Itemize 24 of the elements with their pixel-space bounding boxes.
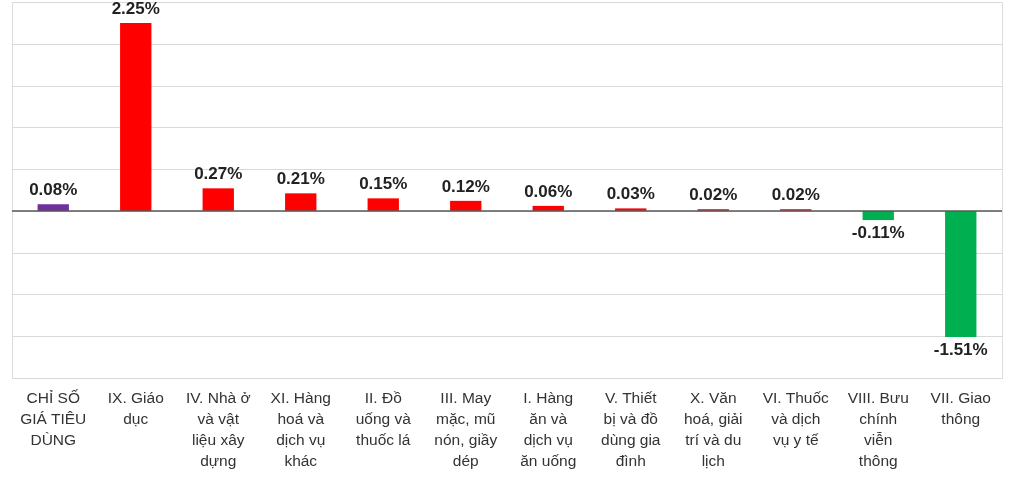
data-label: 0.02%	[689, 185, 738, 205]
data-label: 2.25%	[111, 0, 160, 18]
data-label: -1.51%	[933, 340, 988, 360]
data-label: 0.08%	[29, 180, 78, 200]
data-label: 0.12%	[441, 176, 490, 196]
x-tick-label: I. Hàng ăn và dịch vụ ăn uống	[520, 388, 577, 469]
x-tick-label: CHỈ SỐ GIÁ TIÊU DÙNG	[20, 388, 87, 448]
data-label: 0.06%	[524, 181, 573, 201]
x-tick-label: VIII. Bưu chính viễn thông	[847, 388, 909, 469]
x-tick-label: IX. Giáo dục	[107, 388, 164, 427]
x-tick-label: VII. Giao thông	[930, 388, 991, 427]
data-label: 0.27%	[194, 164, 243, 184]
x-tick-label: XI. Hàng hoá và dịch vụ khác	[270, 388, 331, 469]
data-label: 0.15%	[359, 174, 408, 194]
x-tick-label: V. Thiết bị và đồ dùng gia đình	[601, 388, 661, 469]
data-label: -0.11%	[851, 223, 905, 243]
x-tick-label: IV. Nhà ở và vật liệu xây dựng	[185, 388, 251, 469]
x-tick-label: VI. Thuốc và dịch vụ y tế	[762, 388, 830, 448]
x-tick-label: III. May mặc, mũ nón, giầy dép	[434, 388, 498, 469]
data-label: 0.21%	[276, 169, 325, 189]
x-tick-label: II. Đồ uống và thuốc lá	[355, 388, 412, 448]
x-tick-label: X. Văn hoá, giải trí và du lịch	[683, 388, 743, 469]
data-label: 0.02%	[771, 185, 820, 205]
data-label: 0.03%	[606, 184, 655, 204]
